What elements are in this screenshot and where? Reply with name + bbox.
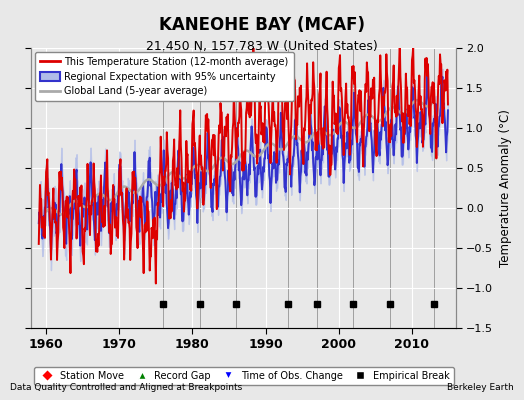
Legend: Station Move, Record Gap, Time of Obs. Change, Empirical Break: Station Move, Record Gap, Time of Obs. C…	[34, 367, 454, 385]
Text: Data Quality Controlled and Aligned at Breakpoints: Data Quality Controlled and Aligned at B…	[10, 383, 243, 392]
Y-axis label: Temperature Anomaly (°C): Temperature Anomaly (°C)	[499, 109, 512, 267]
Text: Berkeley Earth: Berkeley Earth	[447, 383, 514, 392]
Text: 21.450 N, 157.783 W (United States): 21.450 N, 157.783 W (United States)	[146, 40, 378, 53]
Text: KANEOHE BAY (MCAF): KANEOHE BAY (MCAF)	[159, 16, 365, 34]
